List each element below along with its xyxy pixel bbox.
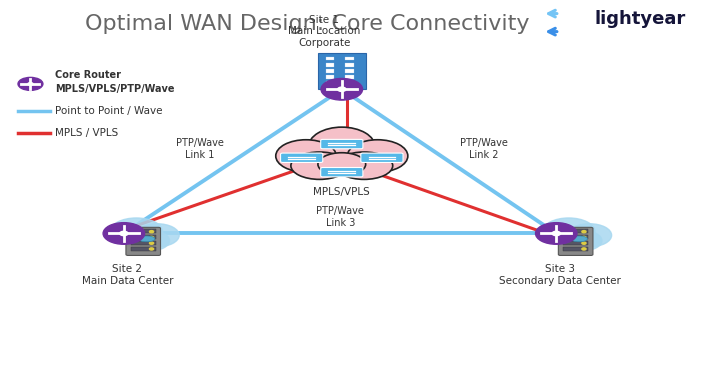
FancyBboxPatch shape	[320, 168, 363, 177]
Text: MPLS/VPLS: MPLS/VPLS	[313, 187, 370, 197]
Circle shape	[110, 218, 162, 245]
Ellipse shape	[335, 152, 393, 179]
Ellipse shape	[571, 236, 588, 242]
Circle shape	[150, 242, 154, 244]
Circle shape	[150, 236, 154, 239]
Circle shape	[18, 77, 43, 90]
Text: PTP/Wave
Link 2: PTP/Wave Link 2	[459, 138, 508, 160]
Text: Optimal WAN Design: Core Connectivity: Optimal WAN Design: Core Connectivity	[85, 14, 530, 34]
FancyBboxPatch shape	[345, 69, 354, 73]
Circle shape	[563, 231, 602, 251]
FancyBboxPatch shape	[326, 63, 334, 67]
FancyBboxPatch shape	[130, 241, 156, 245]
Circle shape	[582, 231, 586, 233]
Ellipse shape	[276, 140, 336, 172]
Circle shape	[103, 223, 145, 244]
Circle shape	[552, 231, 560, 236]
Text: MPLS / VPLS: MPLS / VPLS	[55, 127, 118, 138]
Text: PTP/Wave
Link 1: PTP/Wave Link 1	[176, 138, 224, 160]
FancyBboxPatch shape	[326, 69, 334, 73]
Circle shape	[582, 248, 586, 250]
FancyBboxPatch shape	[130, 229, 156, 234]
FancyBboxPatch shape	[559, 227, 593, 255]
FancyBboxPatch shape	[320, 139, 363, 149]
Ellipse shape	[138, 236, 155, 242]
Text: PTP/Wave
Link 3: PTP/Wave Link 3	[316, 206, 364, 228]
Text: MPLS/VPLS/PTP/Wave: MPLS/VPLS/PTP/Wave	[55, 84, 174, 94]
Text: Core Router: Core Router	[55, 70, 121, 80]
FancyBboxPatch shape	[563, 241, 588, 245]
FancyBboxPatch shape	[361, 153, 403, 163]
Text: Point to Point / Wave: Point to Point / Wave	[55, 106, 162, 116]
Circle shape	[321, 78, 362, 100]
Ellipse shape	[291, 152, 348, 179]
FancyBboxPatch shape	[281, 153, 323, 163]
Ellipse shape	[318, 153, 366, 176]
FancyBboxPatch shape	[345, 75, 354, 79]
Circle shape	[150, 248, 154, 250]
FancyBboxPatch shape	[326, 81, 334, 85]
Circle shape	[135, 224, 179, 247]
FancyBboxPatch shape	[130, 247, 156, 251]
Text: Site 1
Main Location
Corporate: Site 1 Main Location Corporate	[289, 15, 361, 48]
Circle shape	[337, 87, 346, 92]
FancyBboxPatch shape	[326, 57, 334, 60]
FancyBboxPatch shape	[326, 75, 334, 79]
Polygon shape	[318, 52, 366, 89]
Text: Site 3
Secondary Data Center: Site 3 Secondary Data Center	[499, 264, 620, 286]
FancyBboxPatch shape	[563, 235, 588, 239]
FancyBboxPatch shape	[345, 63, 354, 67]
Text: lightyear: lightyear	[594, 10, 686, 28]
Circle shape	[582, 242, 586, 244]
Ellipse shape	[347, 140, 408, 172]
Circle shape	[542, 218, 595, 245]
Circle shape	[567, 224, 612, 247]
Circle shape	[582, 236, 586, 239]
Circle shape	[28, 83, 33, 85]
FancyBboxPatch shape	[345, 81, 354, 85]
Circle shape	[535, 223, 577, 244]
Circle shape	[120, 231, 128, 236]
FancyBboxPatch shape	[563, 229, 588, 234]
FancyBboxPatch shape	[130, 235, 156, 239]
Circle shape	[150, 231, 154, 233]
Text: Site 2
Main Data Center: Site 2 Main Data Center	[82, 264, 173, 286]
FancyBboxPatch shape	[563, 247, 588, 251]
Ellipse shape	[308, 127, 375, 167]
FancyBboxPatch shape	[126, 227, 160, 255]
Circle shape	[130, 231, 169, 251]
FancyBboxPatch shape	[345, 57, 354, 60]
